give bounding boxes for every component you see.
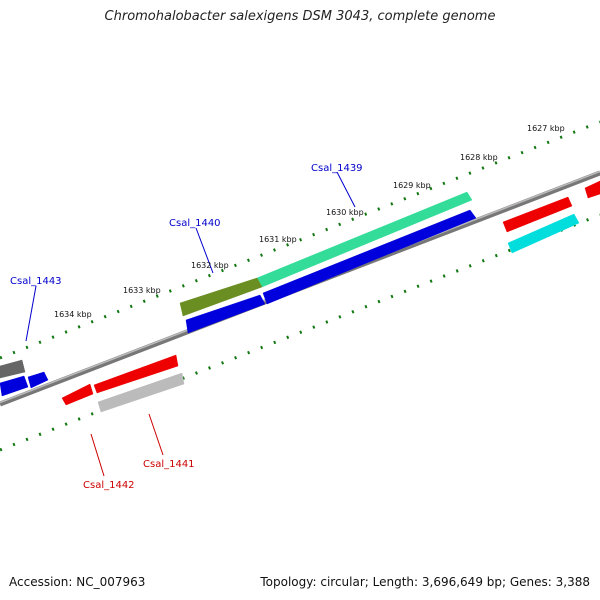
leader-csal-1442 (90, 433, 105, 477)
gene-label-csal-1443[interactable]: Csal_1443 (10, 276, 62, 287)
tick-label-1628: 1628 kbp (460, 153, 498, 162)
tick-label-1630: 1630 kbp (326, 208, 364, 217)
gene-feature-blue-short[interactable] (185, 294, 266, 334)
gene-feature-gray-long[interactable] (97, 372, 185, 413)
leader-csal-1441 (148, 413, 164, 456)
tick-label-1632: 1632 kbp (191, 261, 229, 270)
gene-feature-red-right[interactable] (502, 196, 573, 233)
gene-feature-cyan-right[interactable] (507, 213, 580, 254)
genome-title: Chromohalobacter salexigens DSM 3043, co… (104, 9, 496, 24)
gene-feature-red-topright[interactable] (584, 180, 600, 199)
tick-label-1634: 1634 kbp (54, 310, 92, 319)
lower-tick-track (0, 213, 600, 452)
gene-feature-1440[interactable] (179, 277, 263, 317)
tick-label-1629: 1629 kbp (393, 181, 431, 190)
tick-label-1633: 1633 kbp (123, 286, 161, 295)
accession-text: Accession: NC_007963 (9, 575, 146, 589)
leader-csal-1440 (195, 227, 214, 274)
gene-feature-blue-left-a[interactable] (0, 375, 29, 397)
gene-feature-blue-left-b[interactable] (27, 371, 49, 389)
upper-tick-track (0, 120, 600, 360)
genome-summary-text: Topology: circular; Length: 3,696,649 bp… (260, 575, 590, 589)
gene-label-csal-1441[interactable]: Csal_1441 (143, 459, 195, 470)
leader-csal-1443 (25, 285, 37, 342)
gene-feature-red-small[interactable] (61, 383, 94, 406)
gene-feature-gray-left[interactable] (0, 359, 26, 379)
gene-label-csal-1442[interactable]: Csal_1442 (83, 480, 135, 491)
gene-feature-blue-long[interactable] (262, 209, 477, 305)
gene-label-csal-1440[interactable]: Csal_1440 (169, 218, 221, 229)
leader-csal-1439 (336, 171, 356, 208)
gene-label-csal-1439[interactable]: Csal_1439 (311, 163, 363, 174)
gene-feature-red-long[interactable] (93, 354, 179, 394)
tick-label-1627: 1627 kbp (527, 124, 565, 133)
tick-label-1631: 1631 kbp (259, 235, 297, 244)
